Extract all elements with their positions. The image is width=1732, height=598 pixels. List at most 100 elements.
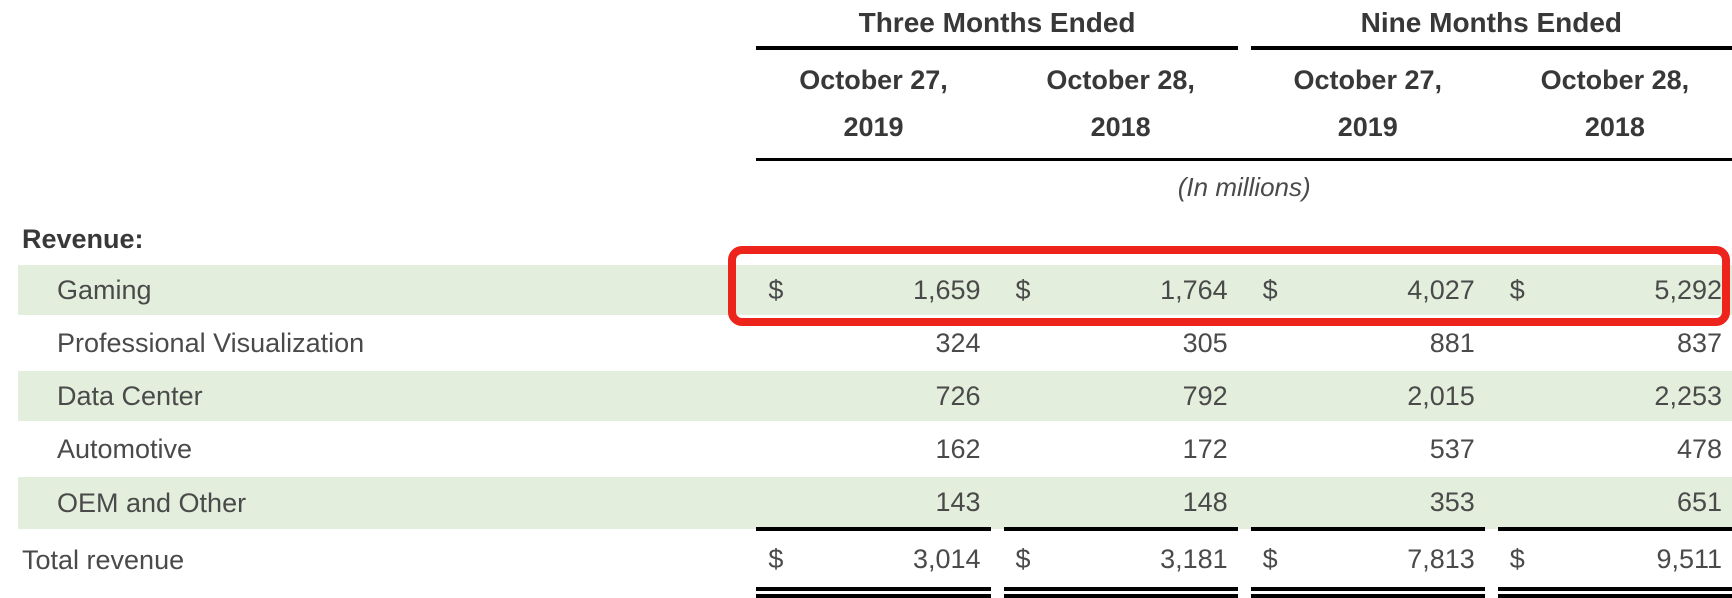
table-row-automotive: Automotive 162 172 537 478 — [0, 421, 1732, 477]
currency-symbol: $ — [756, 265, 803, 315]
date-line-2: 2019 — [1337, 112, 1398, 142]
value-cell: 651 — [1543, 477, 1732, 529]
currency-symbol — [1497, 371, 1544, 421]
section-label: Revenue: — [22, 223, 144, 254]
value-cell: 148 — [1049, 477, 1238, 529]
date-line-2: 2018 — [1584, 112, 1645, 142]
date-line-1: October 28, — [1540, 65, 1690, 95]
row-label: OEM and Other — [0, 477, 757, 529]
column-gap — [990, 48, 1004, 161]
value-cell: 172 — [1182, 433, 1228, 464]
table-row-data-center: Data Center 726 792 2,015 2,253 — [0, 371, 1732, 421]
currency-symbol — [1250, 477, 1297, 529]
column-gap — [990, 371, 1004, 421]
spacer-cell — [0, 160, 756, 214]
column-gap — [1485, 529, 1498, 593]
currency-symbol — [1003, 371, 1050, 421]
date-header-ytd-2019: October 27, 2019 — [1250, 48, 1485, 161]
value-cell: 4,027 — [1296, 265, 1485, 315]
column-gap — [990, 477, 1004, 529]
currency-symbol: $ — [1003, 527, 1050, 598]
column-gap — [1238, 0, 1251, 48]
currency-symbol: $ — [1497, 265, 1544, 315]
value-cell: 353 — [1296, 477, 1485, 529]
value-cell: 3,014 — [802, 527, 991, 598]
value-cell: 478 — [1676, 433, 1722, 464]
table-row-professional-visualization: Professional Visualization 324 305 881 8… — [0, 315, 1732, 371]
date-header-ytd-2018: October 28, 2018 — [1497, 48, 1732, 161]
value-cell: 143 — [802, 477, 991, 529]
value-cell: 162 — [935, 433, 981, 464]
column-gap — [991, 421, 1004, 477]
currency-symbol — [1498, 315, 1544, 371]
column-gap — [1484, 371, 1498, 421]
value-cell: 1,764 — [1049, 265, 1238, 315]
currency-symbol: $ — [756, 527, 803, 598]
value-cell: 837 — [1676, 327, 1722, 358]
column-gap — [1237, 265, 1251, 315]
value-cell: 2,253 — [1543, 371, 1732, 421]
row-label: Professional Visualization — [57, 327, 365, 358]
date-line-1: October 27, — [1293, 65, 1442, 95]
col-group-nine-months: Nine Months Ended — [1250, 0, 1732, 50]
currency-symbol: $ — [1250, 265, 1297, 315]
table-row-gaming: Gaming $ 1,659 $ 1,764 $ 4,027 $ 5,292 — [0, 265, 1732, 315]
spacer-cell — [0, 48, 756, 160]
spacer-cell — [756, 213, 1732, 265]
date-header-row: October 27, 2019 October 28, 2018 Octobe… — [0, 48, 1732, 161]
table-row-total-revenue: Total revenue $ 3,014 $ 3,181 $ 7,813 $ … — [0, 527, 1732, 598]
value-cell: 2,015 — [1296, 371, 1485, 421]
currency-symbol — [756, 315, 802, 371]
column-gap — [1485, 421, 1498, 477]
currency-symbol — [756, 477, 803, 529]
column-gap — [1237, 477, 1251, 529]
value-cell: 7,813 — [1296, 527, 1485, 598]
row-label: Automotive — [57, 433, 193, 464]
table-row-oem-and-other: OEM and Other 143 148 353 651 — [0, 477, 1732, 529]
value-cell: 537 — [1429, 433, 1475, 464]
date-line-1: October 28, — [1046, 65, 1195, 95]
column-gap — [991, 529, 1004, 593]
date-line-2: 2018 — [1090, 112, 1151, 142]
column-gap — [990, 265, 1004, 315]
col-group-three-months: Three Months Ended — [756, 0, 1238, 50]
currency-symbol — [1004, 421, 1050, 477]
value-cell: 881 — [1429, 327, 1475, 358]
currency-symbol — [1004, 315, 1050, 371]
date-line-1: October 27, — [799, 65, 948, 95]
column-gap — [1238, 421, 1251, 477]
column-gap — [1238, 315, 1251, 371]
currency-symbol — [1003, 477, 1050, 529]
column-gap — [1485, 315, 1498, 371]
date-header-q3-2018: October 28, 2018 — [1003, 48, 1238, 161]
spacer-cell — [0, 0, 756, 48]
date-line-2: 2019 — [843, 112, 904, 142]
currency-symbol — [1251, 421, 1297, 477]
value-cell: 324 — [935, 327, 981, 358]
value-cell: 3,181 — [1049, 527, 1238, 598]
currency-symbol — [756, 421, 802, 477]
units-note-row: (In millions) — [0, 160, 1732, 214]
column-gap — [1237, 371, 1251, 421]
currency-symbol — [1498, 421, 1544, 477]
section-header-row: Revenue: — [0, 213, 1732, 265]
column-gap — [1484, 265, 1498, 315]
value-cell: 9,511 — [1543, 527, 1732, 598]
value-cell: 792 — [1049, 371, 1238, 421]
column-gap — [991, 315, 1004, 371]
value-cell: 726 — [802, 371, 991, 421]
currency-symbol — [1497, 477, 1544, 529]
row-label: Total revenue — [22, 545, 185, 576]
column-gap — [1484, 48, 1498, 161]
row-label: Gaming — [0, 265, 757, 315]
value-cell: 305 — [1182, 327, 1228, 358]
currency-symbol: $ — [1497, 527, 1544, 598]
currency-symbol — [1250, 371, 1297, 421]
period-group-header-row: Three Months Ended Nine Months Ended — [0, 0, 1732, 50]
column-gap — [1237, 48, 1251, 161]
currency-symbol — [756, 371, 803, 421]
units-note: (In millions) — [1177, 171, 1311, 202]
column-gap — [1484, 477, 1498, 529]
